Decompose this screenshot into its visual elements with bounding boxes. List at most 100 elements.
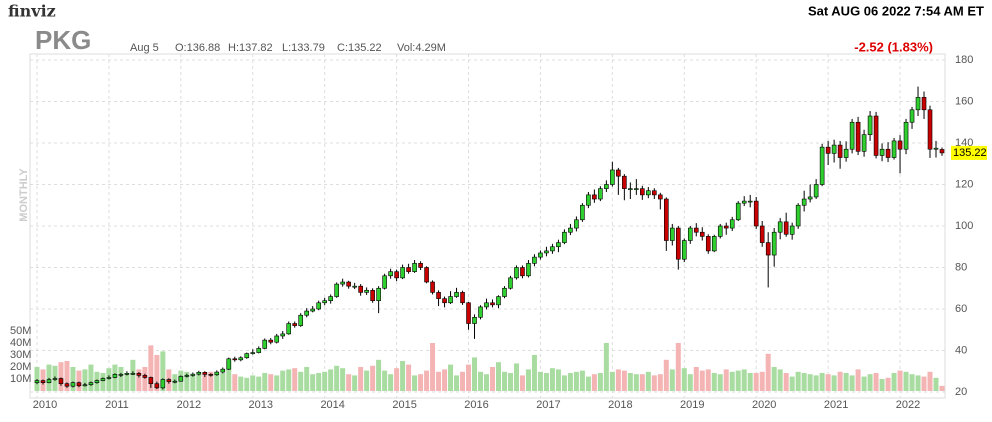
candle-body [280, 333, 286, 337]
volume-bar [130, 359, 136, 391]
candle-body [238, 357, 244, 361]
candle-body [562, 231, 567, 243]
candle-body [412, 263, 417, 272]
candle-body [634, 188, 639, 190]
candle-body [304, 310, 310, 316]
candle-body [795, 204, 801, 227]
volume-bar [256, 376, 262, 391]
candle-body [771, 231, 777, 256]
candle-body [933, 147, 939, 150]
candle-body [849, 121, 855, 150]
candle-body [520, 267, 525, 277]
candle-body [652, 190, 657, 196]
volume-bar [837, 371, 843, 391]
volume-bar [765, 353, 771, 391]
volume-bar [316, 373, 322, 391]
y2-tick-label: 10M [10, 373, 31, 385]
volume-bar [711, 373, 717, 391]
candle-body [735, 202, 741, 221]
candle-body [628, 188, 633, 190]
candle-body [843, 148, 849, 158]
volume-bar [489, 367, 495, 391]
volume-bar [879, 379, 885, 391]
candle-body [256, 348, 262, 353]
volume-bar [789, 376, 795, 391]
x-tick-label: 2019 [680, 399, 704, 411]
candle-body [777, 221, 783, 233]
volume-bar [100, 373, 106, 391]
candle-body [478, 306, 483, 318]
volume-bar [280, 370, 286, 391]
candle-body [604, 184, 609, 189]
candle-body [214, 371, 220, 376]
candle-body [753, 200, 759, 227]
logo[interactable]: finviz [8, 2, 56, 21]
volume-bar [124, 373, 130, 391]
volume-bar [202, 373, 208, 391]
candle-body [100, 378, 106, 381]
candle-body [232, 358, 238, 361]
volume-bar [430, 343, 436, 391]
volume-bar [525, 369, 531, 391]
volume-bar [531, 355, 537, 391]
low-info: L:133.79 [282, 42, 325, 54]
candle-body [424, 267, 429, 283]
candle-body [328, 296, 333, 301]
volume-bar [621, 370, 627, 391]
volume-bar [909, 374, 915, 391]
volume-bar [286, 369, 292, 391]
candle-body [286, 323, 292, 335]
candle-body [550, 246, 555, 252]
candle-body [532, 256, 537, 264]
volume-bar [82, 369, 88, 391]
volume-bar [310, 374, 316, 391]
candle-body [274, 335, 280, 343]
volume-bar [717, 374, 723, 391]
y-tick-label: 40 [955, 344, 967, 356]
candle-body [568, 227, 573, 233]
volume-bar [376, 359, 382, 391]
candle-body [196, 371, 202, 375]
x-tick-label: 2016 [464, 399, 488, 411]
volume-bar [358, 367, 364, 391]
candle-body [544, 250, 549, 254]
candle-body [184, 375, 190, 377]
candle-body [88, 382, 94, 386]
volume-bar [142, 367, 148, 391]
x-tick-label: 2010 [33, 399, 57, 411]
volume-bar [400, 361, 406, 391]
volume-bar [418, 374, 424, 391]
volume-bar [579, 370, 585, 391]
candle-body [592, 194, 597, 200]
candle-body [64, 383, 70, 387]
volume-bar [190, 375, 196, 391]
volume-bar [753, 373, 759, 391]
volume-bar [298, 371, 304, 391]
volume-bar [939, 385, 945, 391]
volume-bar [651, 375, 657, 391]
candle-body [382, 275, 387, 289]
volume-bar [873, 373, 879, 391]
volume-bar [555, 369, 561, 391]
candle-body [406, 267, 411, 272]
candle-body [262, 339, 268, 349]
candle-body [244, 353, 250, 359]
candle-body [909, 109, 915, 123]
candle-body [765, 242, 771, 256]
volume-bar [615, 369, 621, 391]
volume-bar [699, 370, 705, 391]
candle-body [94, 380, 100, 383]
volume-bar [160, 351, 166, 391]
high-info: H:137.82 [228, 42, 273, 54]
volume-bar [519, 375, 525, 391]
candle-body [340, 281, 345, 285]
volume-bar [388, 374, 394, 391]
volume-bar [226, 361, 232, 391]
candle-body [741, 200, 747, 204]
candle-body [729, 219, 735, 229]
candle-body [813, 184, 819, 198]
candle-body [448, 296, 453, 304]
candle-body [885, 148, 891, 158]
candle-body [316, 302, 321, 310]
volume-bar [783, 373, 789, 391]
